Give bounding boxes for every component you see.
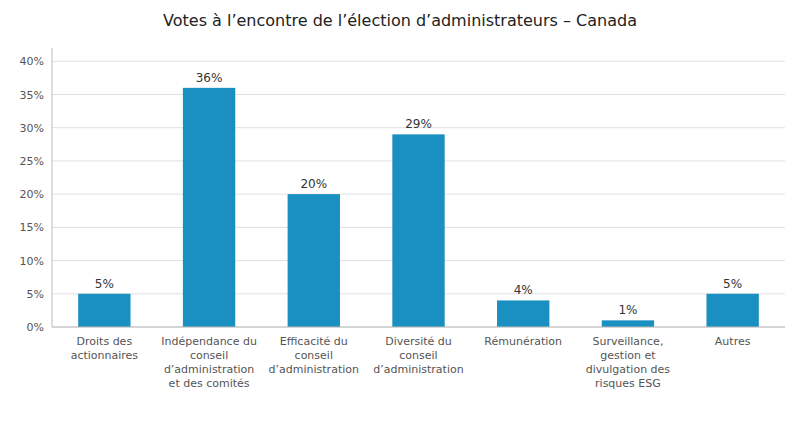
x-tick-label-line: d’administration: [373, 363, 463, 376]
x-tick-label-line: actionnaires: [71, 349, 139, 362]
bars: [78, 88, 759, 327]
y-tick-label: 15%: [20, 221, 44, 234]
x-tick-label-line: Indépendance du: [161, 335, 257, 348]
data-label: 5%: [723, 277, 742, 291]
data-label: 5%: [95, 277, 114, 291]
x-tick-label-line: et des comités: [169, 377, 250, 390]
data-label: 36%: [196, 71, 223, 85]
x-tick-label-line: conseil: [399, 349, 437, 362]
grid-line: [52, 94, 785, 95]
x-tick-label-line: Diversité du: [385, 335, 452, 348]
x-tick-label-line: gestion et: [600, 349, 656, 362]
x-tick-label: Rémunération: [484, 335, 562, 348]
bar: [706, 294, 758, 327]
grid-line: [52, 61, 785, 62]
x-tick-label-line: d’administration: [269, 363, 359, 376]
x-tick-label-line: Droits des: [77, 335, 133, 348]
x-tick-label-line: divulgation des: [586, 363, 671, 376]
bar: [288, 194, 340, 327]
bar: [392, 134, 444, 327]
x-tick-label-line: d’administration: [164, 363, 254, 376]
y-tick-label: 30%: [20, 122, 44, 135]
x-tick-label: Autres: [715, 335, 751, 348]
y-tick-label: 5%: [27, 288, 44, 301]
x-tick-label-line: Surveillance,: [592, 335, 663, 348]
x-tick-label: Efficacité duconseild’administration: [269, 335, 359, 376]
bar: [602, 320, 654, 327]
bar: [78, 294, 130, 327]
x-tick-label-line: conseil: [190, 349, 228, 362]
grid: [52, 61, 785, 327]
chart-svg: Votes à l’encontre de l’élection d’admin…: [0, 0, 800, 423]
x-tick-label: Diversité duconseild’administration: [373, 335, 463, 376]
y-tick-label: 10%: [20, 255, 44, 268]
x-tick-label-line: Rémunération: [484, 335, 562, 348]
x-tick-label-line: conseil: [295, 349, 333, 362]
bar: [183, 88, 235, 327]
y-tick-label: 0%: [27, 321, 44, 334]
x-axis-line: [52, 327, 785, 328]
data-label: 20%: [300, 177, 327, 191]
grid-line: [52, 327, 785, 328]
x-tick-label-line: Efficacité du: [280, 335, 348, 348]
data-label: 29%: [405, 117, 432, 131]
x-tick-label-line: risques ESG: [595, 377, 661, 390]
bar: [497, 300, 549, 327]
data-label: 4%: [514, 283, 533, 297]
y-tick-label: 35%: [20, 89, 44, 102]
chart-container: Votes à l’encontre de l’élection d’admin…: [0, 0, 800, 423]
x-tick-label: Indépendance duconseild’administrationet…: [161, 335, 257, 390]
y-tick-label: 40%: [20, 55, 44, 68]
y-tick-label: 25%: [20, 155, 44, 168]
y-tick-label: 20%: [20, 188, 44, 201]
chart-title: Votes à l’encontre de l’élection d’admin…: [163, 11, 637, 30]
x-tick-label: Droits desactionnaires: [71, 335, 139, 362]
x-tick-label-line: Autres: [715, 335, 751, 348]
data-label: 1%: [618, 303, 637, 317]
x-tick-label: Surveillance,gestion etdivulgation desri…: [586, 335, 671, 390]
y-axis-line: [52, 48, 53, 327]
